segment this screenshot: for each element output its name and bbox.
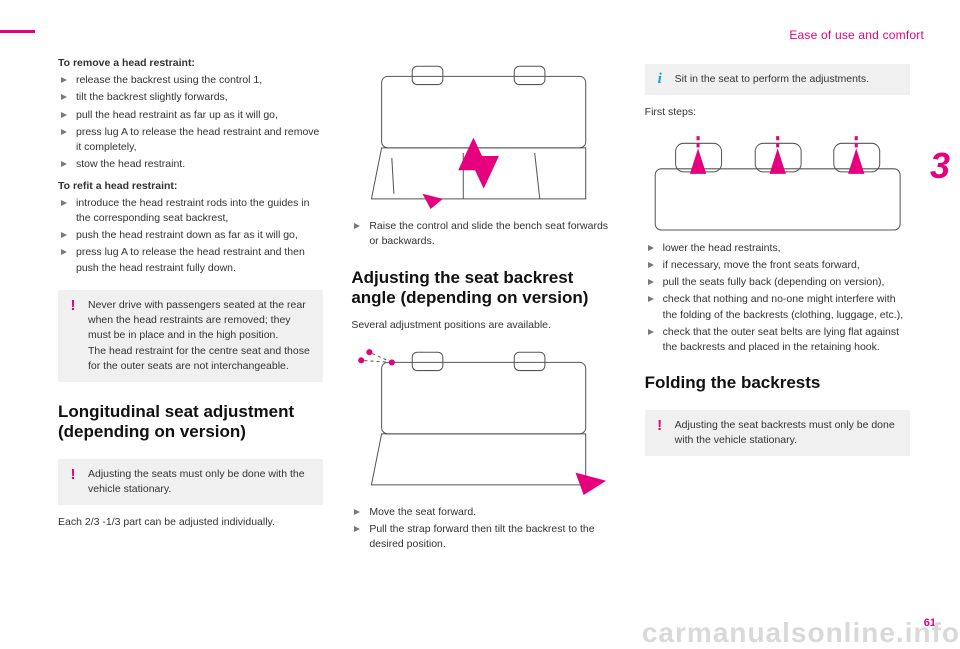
list-item: Raise the control and slide the bench se… <box>351 219 616 249</box>
content-columns: To remove a head restraint: release the … <box>58 56 910 599</box>
chapter-tab: 3 <box>930 145 960 187</box>
warning-stationary: ! Adjusting the seats must only be done … <box>58 459 323 505</box>
warning-head-restraints: ! Never drive with passengers seated at … <box>58 290 323 382</box>
warning-text: Adjusting the seat backrests must only b… <box>675 418 900 448</box>
page: Ease of use and comfort 3 61 carmanualso… <box>0 0 960 649</box>
list-item: pull the seats fully back (depending on … <box>645 275 910 290</box>
list-item-text: stow the head restraint. <box>76 158 185 170</box>
paragraph: Each 2/3 -1/3 part can be adjusted indiv… <box>58 515 323 530</box>
list-item-text: Pull the strap forward then tilt the bac… <box>369 523 594 550</box>
list-item-text: if necessary, move the front seats forwa… <box>663 259 860 271</box>
column-2: Raise the control and slide the bench se… <box>351 56 616 599</box>
warning-folding-stationary: ! Adjusting the seat backrests must only… <box>645 410 910 456</box>
list-item-text: push the head restraint down as far as i… <box>76 229 298 241</box>
list-item-text: release the backrest using the control 1… <box>76 74 262 86</box>
list-item: lower the head restraints, <box>645 241 910 256</box>
list-item-text: pull the seats fully back (depending on … <box>663 276 885 288</box>
info-sit-in-seat: i Sit in the seat to perform the adjustm… <box>645 64 910 95</box>
list-item-text: introduce the head restraint rods into t… <box>76 197 309 224</box>
tilt-steps-list: Move the seat forward. Pull the strap fo… <box>351 505 616 555</box>
folding-backrests-heading: Folding the backrests <box>645 373 910 393</box>
exclamation-icon: ! <box>66 467 80 482</box>
lower-headrests-illustration <box>645 128 910 240</box>
list-item: introduce the head restraint rods into t… <box>58 196 323 226</box>
list-item: Move the seat forward. <box>351 505 616 520</box>
refit-head-restraint-list: introduce the head restraint rods into t… <box>58 196 323 278</box>
list-item-text: Raise the control and slide the bench se… <box>369 220 608 247</box>
list-item-text: press lug A to release the head restrain… <box>76 126 319 153</box>
chapter-number: 3 <box>930 145 950 186</box>
list-item: tilt the backrest slightly forwards, <box>58 90 323 105</box>
watermark: carmanualsonline.info <box>642 617 960 649</box>
list-item: check that nothing and no-one might inte… <box>645 292 910 322</box>
list-item-text: Move the seat forward. <box>369 506 476 518</box>
backrest-angle-heading: Adjusting the seat backrest angle (depen… <box>351 268 616 309</box>
list-item: release the backrest using the control 1… <box>58 73 323 88</box>
paragraph: Several adjustment positions are availab… <box>351 318 616 333</box>
longitudinal-heading: Longitudinal seat adjustment (depending … <box>58 402 323 443</box>
list-item-text: press lug A to release the head restrain… <box>76 246 305 273</box>
list-item-text: check that the outer seat belts are lyin… <box>663 326 899 353</box>
list-item: Pull the strap forward then tilt the bac… <box>351 522 616 552</box>
column-1: To remove a head restraint: release the … <box>58 56 323 599</box>
list-item: push the head restraint down as far as i… <box>58 228 323 243</box>
exclamation-icon: ! <box>66 298 80 313</box>
refit-head-restraint-title: To refit a head restraint: <box>58 179 323 194</box>
warning-text: Adjusting the seats must only be done wi… <box>88 467 313 497</box>
list-item-text: tilt the backrest slightly forwards, <box>76 91 228 103</box>
bench-seat-slide-illustration <box>351 56 616 219</box>
info-text: Sit in the seat to perform the adjustmen… <box>675 72 900 87</box>
exclamation-icon: ! <box>653 418 667 433</box>
list-item-text: check that nothing and no-one might inte… <box>663 293 903 320</box>
info-icon: i <box>653 72 667 87</box>
section-header: Ease of use and comfort <box>789 28 924 42</box>
list-item: press lug A to release the head restrain… <box>58 125 323 155</box>
column-3: i Sit in the seat to perform the adjustm… <box>645 56 910 599</box>
list-item: pull the head restraint as far up as it … <box>58 108 323 123</box>
list-item: check that the outer seat belts are lyin… <box>645 325 910 355</box>
raise-control-list: Raise the control and slide the bench se… <box>351 219 616 251</box>
list-item-text: lower the head restraints, <box>663 242 781 254</box>
list-item: press lug A to release the head restrain… <box>58 245 323 275</box>
first-steps-label: First steps: <box>645 105 910 120</box>
remove-head-restraint-title: To remove a head restraint: <box>58 56 323 71</box>
remove-head-restraint-list: release the backrest using the control 1… <box>58 73 323 174</box>
list-item: stow the head restraint. <box>58 157 323 172</box>
list-item-text: pull the head restraint as far up as it … <box>76 109 278 121</box>
backrest-tilt-illustration <box>351 342 616 505</box>
list-item: if necessary, move the front seats forwa… <box>645 258 910 273</box>
accent-bar <box>0 30 35 33</box>
first-steps-list: lower the head restraints, if necessary,… <box>645 241 910 358</box>
warning-text: Never drive with passengers seated at th… <box>88 298 313 374</box>
